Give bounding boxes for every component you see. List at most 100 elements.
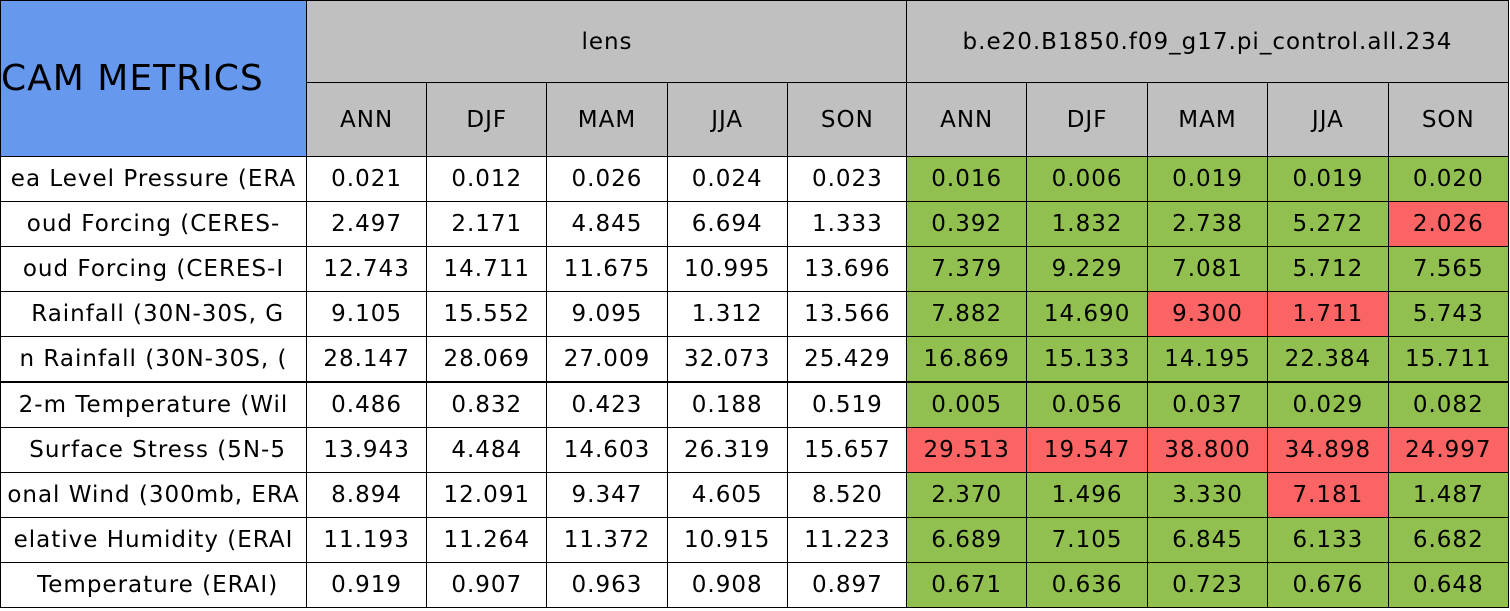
value-cell: 0.897	[786, 561, 908, 608]
value-cell: 0.676	[1267, 561, 1389, 608]
value-cell: 7.565	[1387, 246, 1509, 293]
title-cell: CAM METRICS	[0, 0, 307, 157]
value-cell: 5.743	[1387, 291, 1509, 338]
value-cell: 13.943	[306, 426, 428, 473]
value-cell: 2.171	[426, 201, 548, 248]
value-cell: 15.657	[786, 426, 908, 473]
value-cell: 11.372	[546, 516, 668, 563]
value-cell: 9.105	[306, 291, 428, 338]
value-cell: 1.832	[1026, 201, 1148, 248]
value-cell: 1.333	[786, 201, 908, 248]
row-label: elative Humidity (ERAI	[0, 516, 307, 563]
value-cell: 7.181	[1267, 471, 1389, 518]
value-cell: 3.330	[1146, 471, 1269, 518]
row-label: oud Forcing (CERES-	[0, 201, 307, 248]
value-cell: 28.147	[306, 336, 428, 383]
value-cell: 4.845	[546, 201, 668, 248]
value-cell: 11.223	[786, 516, 908, 563]
value-cell: 1.487	[1387, 471, 1509, 518]
value-cell: 6.682	[1387, 516, 1509, 563]
value-cell: 25.429	[786, 336, 908, 383]
value-cell: 6.845	[1146, 516, 1269, 563]
value-cell: 2.738	[1146, 201, 1269, 248]
value-cell: 0.029	[1267, 381, 1389, 428]
value-cell: 19.547	[1026, 426, 1148, 473]
season-header: JJA	[1267, 82, 1389, 157]
row-label: oud Forcing (CERES-I	[0, 246, 307, 293]
value-cell: 0.005	[906, 381, 1028, 428]
value-cell: 0.908	[666, 561, 788, 608]
value-cell: 7.882	[906, 291, 1028, 338]
value-cell: 1.496	[1026, 471, 1148, 518]
value-cell: 9.095	[546, 291, 668, 338]
season-header: DJF	[1026, 82, 1148, 157]
value-cell: 29.513	[906, 426, 1028, 473]
value-cell: 0.056	[1026, 381, 1148, 428]
row-label: 2-m Temperature (Wil	[0, 381, 307, 428]
season-header: ANN	[906, 82, 1028, 157]
value-cell: 32.073	[666, 336, 788, 383]
value-cell: 15.711	[1387, 336, 1509, 383]
value-cell: 0.012	[426, 156, 548, 203]
row-label: Temperature (ERAI)	[0, 561, 307, 608]
value-cell: 0.024	[666, 156, 788, 203]
value-cell: 0.188	[666, 381, 788, 428]
value-cell: 27.009	[546, 336, 668, 383]
value-cell: 0.020	[1387, 156, 1509, 203]
value-cell: 0.963	[546, 561, 668, 608]
value-cell: 0.019	[1146, 156, 1269, 203]
season-header: MAM	[1146, 82, 1269, 157]
value-cell: 6.133	[1267, 516, 1389, 563]
value-cell: 16.869	[906, 336, 1028, 383]
season-header: MAM	[546, 82, 668, 157]
value-cell: 6.689	[906, 516, 1028, 563]
value-cell: 22.384	[1267, 336, 1389, 383]
value-cell: 0.519	[786, 381, 908, 428]
season-header: SON	[786, 82, 908, 157]
row-label: Surface Stress (5N-5	[0, 426, 307, 473]
row-label: n Rainfall (30N-30S, (	[0, 336, 307, 383]
row-label: ea Level Pressure (ERA	[0, 156, 307, 203]
value-cell: 0.907	[426, 561, 548, 608]
value-cell: 0.021	[306, 156, 428, 203]
value-cell: 10.995	[666, 246, 788, 293]
value-cell: 28.069	[426, 336, 548, 383]
group-header: lens	[306, 0, 908, 83]
value-cell: 14.603	[546, 426, 668, 473]
value-cell: 12.743	[306, 246, 428, 293]
season-header: DJF	[426, 82, 548, 157]
value-cell: 0.019	[1267, 156, 1389, 203]
value-cell: 7.081	[1146, 246, 1269, 293]
value-cell: 1.312	[666, 291, 788, 338]
value-cell: 5.272	[1267, 201, 1389, 248]
value-cell: 13.566	[786, 291, 908, 338]
value-cell: 38.800	[1146, 426, 1269, 473]
value-cell: 10.915	[666, 516, 788, 563]
value-cell: 0.392	[906, 201, 1028, 248]
value-cell: 15.552	[426, 291, 548, 338]
value-cell: 0.037	[1146, 381, 1269, 428]
value-cell: 14.690	[1026, 291, 1148, 338]
value-cell: 0.671	[906, 561, 1028, 608]
season-header: SON	[1387, 82, 1509, 157]
value-cell: 0.006	[1026, 156, 1148, 203]
value-cell: 0.023	[786, 156, 908, 203]
value-cell: 0.636	[1026, 561, 1148, 608]
value-cell: 11.193	[306, 516, 428, 563]
value-cell: 11.264	[426, 516, 548, 563]
value-cell: 9.300	[1146, 291, 1269, 338]
value-cell: 0.486	[306, 381, 428, 428]
row-label: Rainfall (30N-30S, G	[0, 291, 307, 338]
value-cell: 14.711	[426, 246, 548, 293]
value-cell: 15.133	[1026, 336, 1148, 383]
value-cell: 0.423	[546, 381, 668, 428]
value-cell: 0.919	[306, 561, 428, 608]
value-cell: 14.195	[1146, 336, 1269, 383]
value-cell: 0.648	[1387, 561, 1509, 608]
value-cell: 12.091	[426, 471, 548, 518]
value-cell: 7.379	[906, 246, 1028, 293]
value-cell: 0.723	[1146, 561, 1269, 608]
value-cell: 24.997	[1387, 426, 1509, 473]
value-cell: 26.319	[666, 426, 788, 473]
